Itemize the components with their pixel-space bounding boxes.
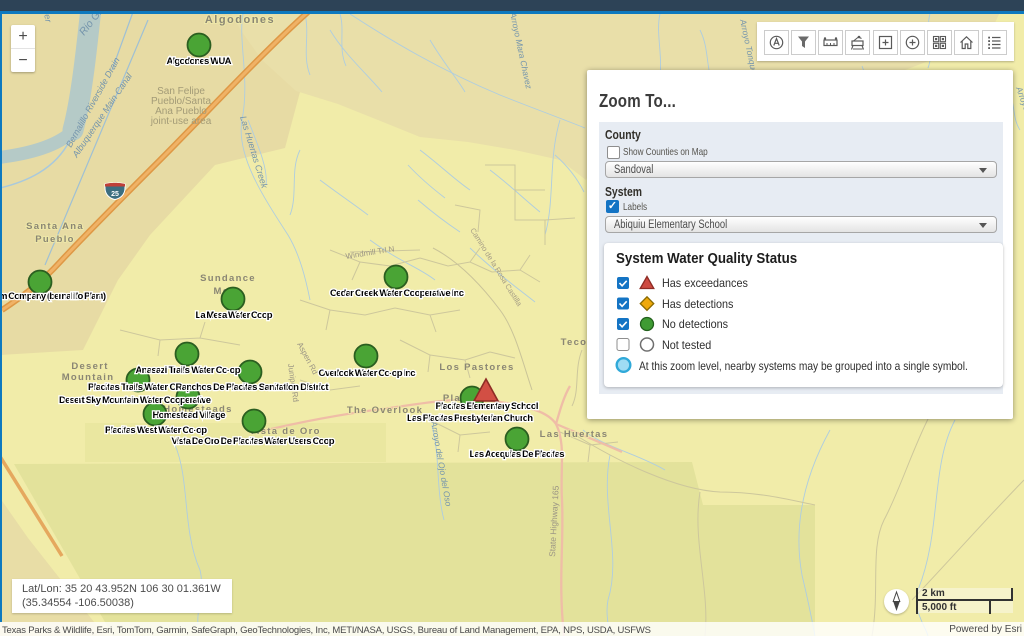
svg-text:Gypsum Company (bernalillo Pla: Gypsum Company (bernalillo Plant) (0, 291, 106, 302)
svg-text:State Highway 165: State Highway 165 (547, 485, 561, 557)
svg-text:joint-use area: joint-use area (150, 116, 212, 127)
svg-text:Anasazi Trails Water Co-op: Anasazi Trails Water Co-op (136, 365, 241, 376)
svg-text:Las Acequias De Placitas: Las Acequias De Placitas (470, 449, 565, 460)
svg-text:The Overlook: The Overlook (347, 405, 423, 416)
svg-text:Placitas Trails Water Coop: Placitas Trails Water Coop (88, 382, 192, 393)
svg-text:Algodones: Algodones (205, 14, 275, 26)
svg-text:La Mesa Water Coop: La Mesa Water Coop (196, 310, 273, 321)
svg-text:Overlook Water Co-op Inc: Overlook Water Co-op Inc (319, 368, 416, 379)
svg-text:Vista de Oro: Vista de Oro (249, 426, 320, 437)
svg-text:Mountain: Mountain (62, 372, 115, 383)
svg-text:Las Huertas: Las Huertas (540, 429, 609, 440)
svg-text:Algodones WUA: Algodones WUA (167, 56, 232, 67)
svg-text:Sundance: Sundance (200, 273, 256, 284)
svg-text:Los Pastores: Los Pastores (439, 362, 514, 373)
svg-text:25: 25 (111, 191, 119, 198)
svg-text:San Felipe: San Felipe (157, 86, 205, 97)
svg-text:Santa Ana: Santa Ana (26, 221, 84, 232)
svg-text:Las Placitas Presbyterian Chur: Las Placitas Presbyterian Church (407, 413, 533, 424)
svg-text:Pueblo: Pueblo (35, 234, 74, 245)
svg-text:Ana Pueblo: Ana Pueblo (155, 106, 207, 117)
svg-text:Desert: Desert (71, 361, 108, 372)
svg-text:Ranchos De Placitas Sanitation: Ranchos De Placitas Sanitation District (176, 382, 330, 393)
svg-text:Desert Sky Mountain Water Coop: Desert Sky Mountain Water Cooperative (59, 395, 211, 406)
svg-text:Placitas Elementary School: Placitas Elementary School (436, 401, 539, 412)
svg-text:Vista De Oro De Placitas Water: Vista De Oro De Placitas Water Users Coo… (172, 436, 335, 447)
svg-text:Homestead Village: Homestead Village (153, 410, 226, 421)
svg-text:Cedar Creek Water Cooperative: Cedar Creek Water Cooperative Inc (330, 288, 464, 299)
svg-text:Pueblo/Santa: Pueblo/Santa (151, 96, 211, 107)
svg-text:Placitas West Water Co-op: Placitas West Water Co-op (105, 425, 207, 436)
